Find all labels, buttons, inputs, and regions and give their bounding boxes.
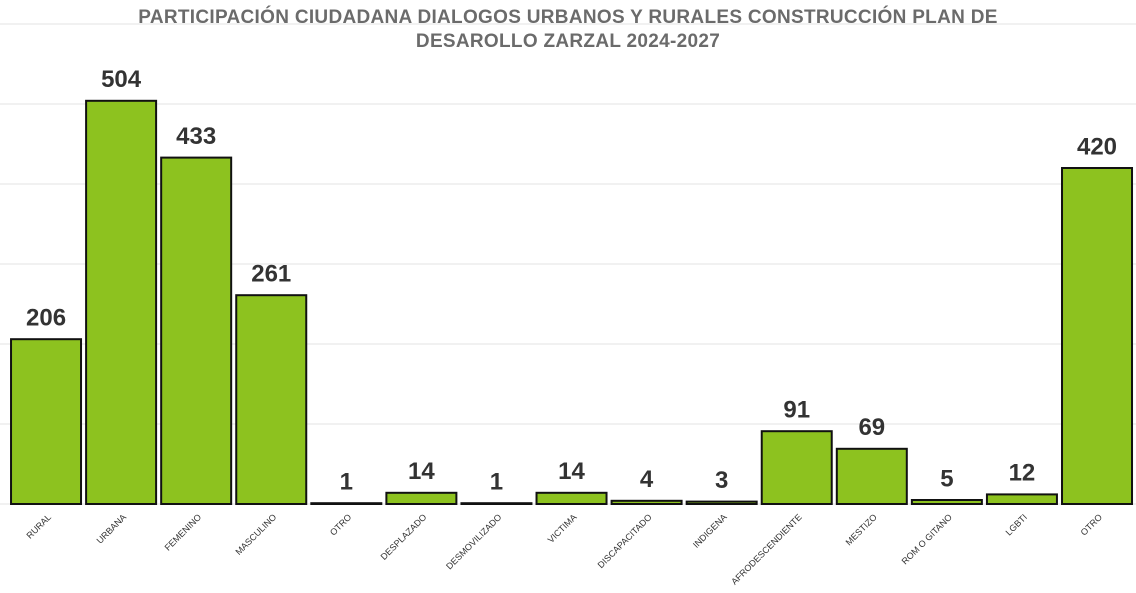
value-label: 12 bbox=[1009, 460, 1036, 487]
x-tick-label: FEMENINO bbox=[163, 512, 204, 553]
x-tick-label: URBANA bbox=[95, 512, 129, 546]
bar bbox=[1061, 167, 1134, 505]
x-tick-label: DISCAPACITADO bbox=[596, 512, 654, 570]
bar bbox=[460, 502, 533, 506]
x-tick-label: DESPLAZADO bbox=[379, 512, 429, 562]
value-label: 433 bbox=[176, 123, 216, 150]
bar bbox=[685, 500, 758, 506]
x-tick-label: RURAL bbox=[24, 512, 53, 541]
value-label: 3 bbox=[715, 467, 728, 494]
value-label: 4 bbox=[640, 466, 654, 493]
x-tick-label: LGBTI bbox=[1004, 512, 1029, 537]
chart-title: PARTICIPACIÓN CIUDADANA DIALOGOS URBANOS… bbox=[138, 7, 998, 52]
x-tick-label: AFRODESCENDIENTE bbox=[729, 512, 804, 587]
bar bbox=[535, 491, 608, 505]
value-label: 504 bbox=[101, 66, 142, 93]
x-tick-label: MESTIZO bbox=[844, 512, 879, 547]
bar bbox=[910, 499, 983, 505]
bar bbox=[610, 499, 683, 505]
x-tick-label: OTRO bbox=[328, 512, 353, 537]
bar bbox=[85, 99, 158, 506]
x-tick-label: DESMOVILIZADO bbox=[444, 512, 503, 571]
x-tick-label: ROM O GITANO bbox=[900, 512, 954, 566]
bar bbox=[235, 294, 308, 506]
bar bbox=[760, 430, 833, 506]
bar bbox=[10, 338, 83, 506]
bar bbox=[985, 493, 1058, 505]
bar bbox=[310, 502, 383, 506]
bar bbox=[385, 491, 458, 505]
bar bbox=[835, 447, 908, 505]
value-label: 261 bbox=[251, 261, 291, 288]
value-label: 420 bbox=[1077, 133, 1117, 160]
x-tick-label: MASCULINO bbox=[233, 512, 278, 557]
x-tick-label: INDIGENA bbox=[691, 512, 729, 550]
value-label: 14 bbox=[408, 458, 435, 485]
x-tick-label: OTRO bbox=[1079, 512, 1104, 537]
value-label: 5 bbox=[940, 465, 953, 492]
value-label: 14 bbox=[558, 458, 585, 485]
value-label: 91 bbox=[783, 397, 810, 424]
value-label: 206 bbox=[26, 305, 66, 332]
value-label: 69 bbox=[858, 414, 885, 441]
value-label: 1 bbox=[490, 469, 503, 496]
value-label: 1 bbox=[340, 469, 353, 496]
x-tick-label: VICTIMA bbox=[546, 512, 579, 545]
bar bbox=[160, 156, 233, 505]
